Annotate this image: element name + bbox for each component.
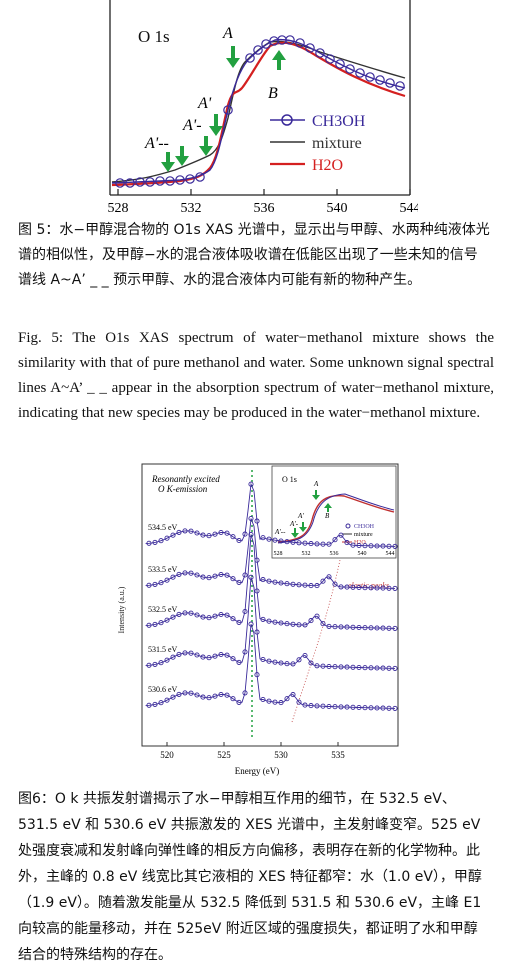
green-arrows [161, 46, 286, 172]
svg-text:H2O: H2O [354, 540, 366, 546]
trace-0: 534.5 eV [145, 481, 398, 549]
figure6-tick-525: 525 [217, 750, 231, 760]
trace-label-2: 532.5 eV [148, 605, 178, 614]
figure5-tick-540: 540 [327, 201, 348, 216]
svg-text:528: 528 [274, 551, 283, 557]
figure5-panel-label: O 1s [138, 27, 170, 46]
trace-label-3: 531.5 eV [148, 645, 178, 654]
trace-2: 532.5 eV [145, 531, 398, 631]
trace-label-4: 530.6 eV [148, 685, 178, 694]
svg-text:532: 532 [302, 551, 311, 557]
figure5-tick-544: 544 [400, 201, 419, 216]
trace-3: 531.5 eV [145, 574, 398, 671]
figure6-x-ticks: 520 525 530 535 [160, 742, 345, 760]
trace-label-0: 534.5 eV [148, 523, 178, 532]
ch3oh-markers [115, 35, 405, 188]
peak-label-B: B [268, 85, 278, 102]
arrow-B-icon [272, 50, 286, 70]
figure6-xlabel: Energy (eV) [235, 766, 280, 776]
svg-text:A'--: A'-- [274, 528, 286, 536]
svg-text:536: 536 [330, 551, 339, 557]
ch3oh-curve [111, 38, 406, 184]
arrow-A-icon [226, 46, 240, 68]
figure5-tick-532: 532 [181, 201, 202, 216]
figure6-plot: Intensity (a.u.) Resonantly excited O K-… [117, 463, 399, 776]
svg-text:540: 540 [358, 551, 367, 557]
arrow-A3a-icon [175, 146, 189, 166]
figure6-tick-530: 530 [274, 750, 288, 760]
svg-text:mixture: mixture [354, 532, 373, 538]
legend-mixture: mixture [312, 135, 362, 152]
figure6-tick-535: 535 [331, 750, 345, 760]
peak-label-A2: A'- [182, 117, 202, 134]
figure5-plot: 528 532 536 540 544 O 1s A A' A'- A'-- B CH3… [108, 0, 419, 216]
figure5-axes [109, 0, 411, 196]
figure6-ylabel: Intensity (a.u.) [117, 586, 126, 633]
arrow-A2-icon [199, 136, 213, 156]
caption5-en: Fig. 5: The O1s XAS spectrum of water−me… [18, 330, 494, 421]
peak-label-A1: A' [197, 95, 212, 112]
peak-label-A3: A'-- [144, 135, 169, 152]
figure6-annotation-title: Resonantly excited [151, 474, 220, 484]
peak-label-A: A [222, 25, 233, 42]
figure5-tick-536: 536 [254, 201, 275, 216]
svg-text:B: B [325, 512, 330, 520]
legend-h2o: H2O [312, 157, 343, 174]
h2o-curve [111, 41, 406, 187]
elastic-peaks-guide [291, 559, 341, 723]
figure5-x-ticks: 528 532 536 540 544 [108, 189, 419, 216]
legend-ch3oh: CH3OH [312, 113, 366, 130]
figure5-tick-528: 528 [108, 201, 129, 216]
svg-text:A': A' [297, 512, 304, 520]
arrow-A3b-icon [161, 152, 175, 172]
caption5-cn: 图 5：水−甲醇混合物的 O1s XAS 光谱中，显示出与甲醇、水两种纯液体光谱… [18, 222, 490, 288]
figure6-inset: O 1s A A' A'- A'-- B CH3OH mixture H2O 5… [271, 465, 397, 559]
figure6-tick-520: 520 [160, 750, 174, 760]
arrow-A1-icon [209, 114, 223, 136]
figure6-annotation-sub: O K-emission [158, 484, 208, 494]
figure6-traces: 534.5 eV 533.5 eV 532.5 eV 531.5 eV 530.6 eV [145, 481, 398, 711]
trace-4: 530.6 eV [145, 621, 398, 711]
svg-text:O 1s: O 1s [282, 475, 297, 484]
trace-label-1: 533.5 eV [148, 565, 178, 574]
svg-text:A'-: A'- [289, 520, 299, 528]
svg-text:CH3OH: CH3OH [354, 524, 375, 530]
caption6-cn: 图6：O k 共振发射谱揭示了水−甲醇相互作用的细节，在 532.5 eV、53… [18, 791, 482, 963]
svg-text:A: A [313, 480, 319, 488]
svg-text:544: 544 [386, 551, 395, 557]
trace-1: 533.5 eV [145, 515, 398, 591]
elastic-peaks-label: elastic peaks [348, 581, 389, 590]
figure5-legend: CH3OH mixture H2O [270, 113, 366, 174]
